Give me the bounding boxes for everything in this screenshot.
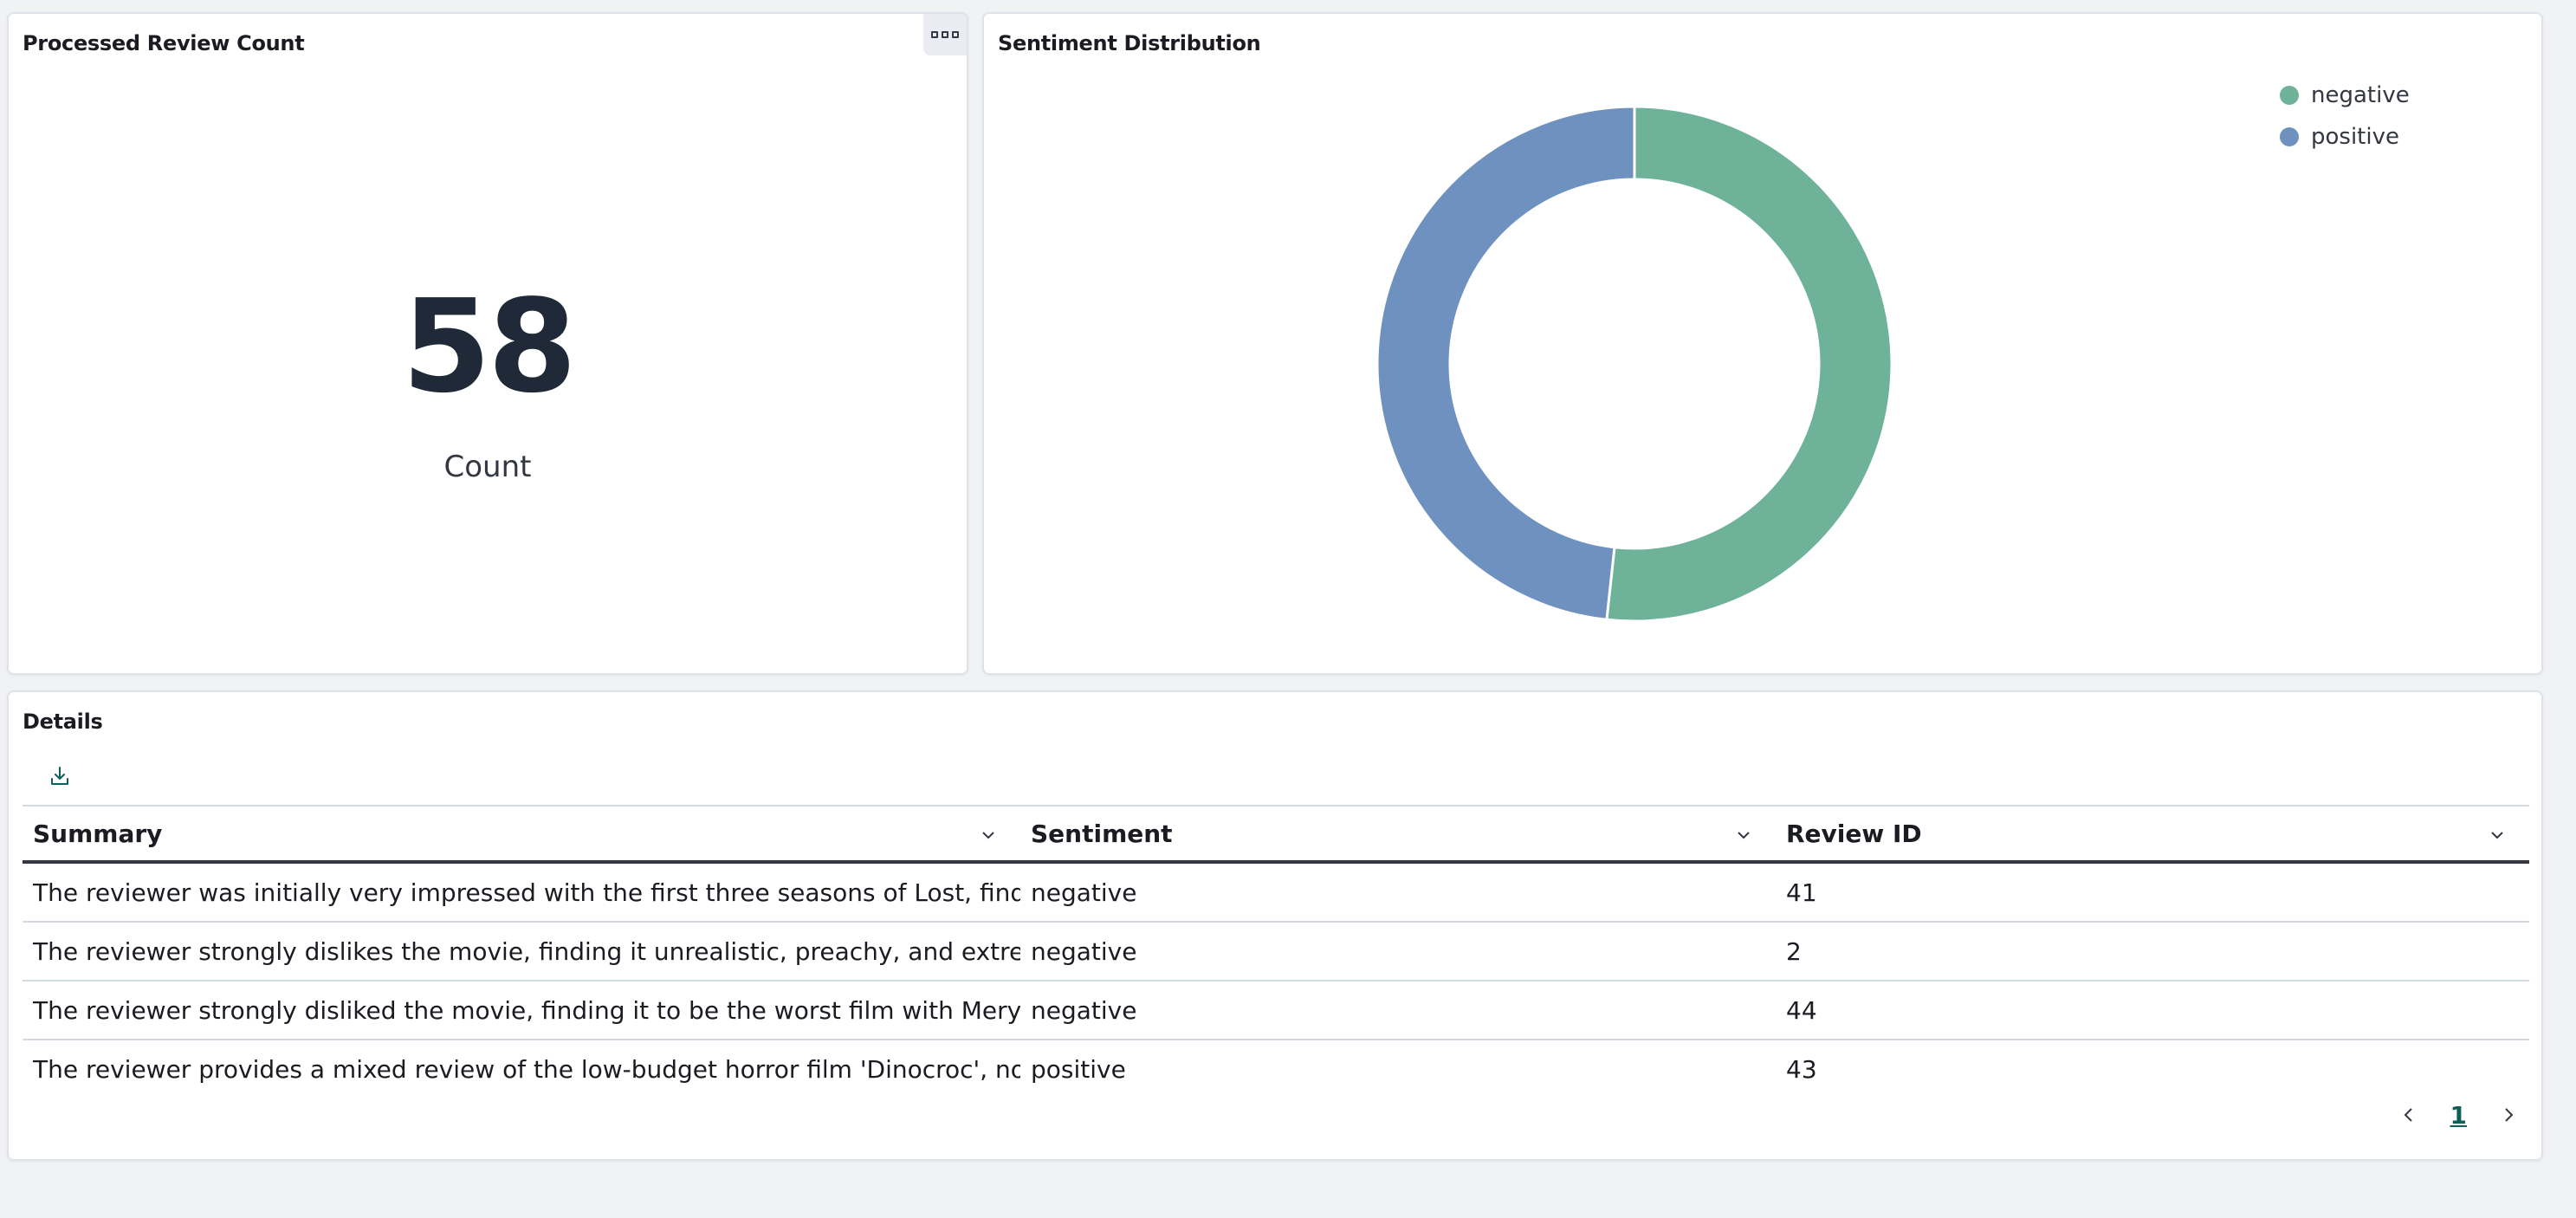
cell-sentiment: negative — [1031, 995, 1137, 1025]
legend-item-negative[interactable]: negative — [2280, 75, 2410, 116]
donut-slice-negative[interactable] — [1605, 105, 1893, 623]
chevron-down-icon[interactable] — [979, 826, 998, 845]
ellipsis-box-icon-dot — [942, 31, 948, 38]
table-row[interactable]: The reviewer strongly dislikes the movie… — [23, 923, 2529, 982]
column-header-label: Sentiment — [1031, 819, 1173, 848]
cell-review-id: 43 — [1786, 1054, 1817, 1084]
ellipsis-box-icon — [931, 31, 938, 38]
chevron-left-icon — [2404, 1108, 2412, 1122]
cell-sentiment: positive — [1031, 1054, 1126, 1084]
legend-label: positive — [2311, 124, 2399, 150]
cell-summary: The reviewer provides a mixed review of … — [33, 1054, 1020, 1084]
cell-review-id: 2 — [1786, 936, 1802, 966]
metric-label: Count — [443, 450, 532, 484]
legend-label: negative — [2311, 82, 2410, 108]
chevron-down-icon[interactable] — [2488, 826, 2507, 845]
details-panel-title: Details — [23, 709, 103, 734]
donut-chart — [1375, 105, 1893, 623]
panel-options-button[interactable] — [923, 14, 967, 55]
table-row[interactable]: The reviewer was initially very impresse… — [23, 864, 2529, 923]
cell-review-id: 41 — [1786, 878, 1817, 907]
metric-value: 58 — [402, 272, 577, 421]
table-header: Summary Sentiment Review ID — [23, 805, 2529, 864]
page-number-current[interactable]: 1 — [2450, 1100, 2467, 1130]
count-panel-title: Processed Review Count — [23, 31, 305, 55]
table-body: The reviewer was initially very impresse… — [23, 864, 2529, 1085]
download-icon — [51, 767, 68, 785]
cell-summary: The reviewer strongly disliked the movie… — [33, 995, 1020, 1025]
download-button[interactable] — [43, 760, 76, 793]
cell-summary: The reviewer strongly dislikes the movie… — [33, 936, 1020, 966]
cell-review-id: 44 — [1786, 995, 1817, 1025]
cell-sentiment: negative — [1031, 878, 1137, 907]
table-row[interactable]: The reviewer provides a mixed review of … — [23, 1040, 2529, 1085]
cell-summary: The reviewer was initially very impresse… — [33, 878, 1020, 907]
column-header-review-id[interactable]: Review ID — [1776, 807, 2529, 860]
cell-sentiment: negative — [1031, 936, 1137, 966]
details-table: Summary Sentiment Review ID The revie — [23, 805, 2529, 1085]
ellipsis-box-icon-dot — [952, 31, 959, 38]
column-header-summary[interactable]: Summary — [23, 807, 1020, 860]
column-header-sentiment[interactable]: Sentiment — [1020, 807, 1776, 860]
chevron-right-icon — [2505, 1108, 2514, 1122]
table-row[interactable]: The reviewer strongly disliked the movie… — [23, 982, 2529, 1040]
chart-panel: Sentiment Distribution negative positive — [982, 12, 2543, 675]
pagination: 1 — [2392, 1098, 2526, 1132]
next-page-button[interactable] — [2491, 1098, 2526, 1132]
legend-item-positive[interactable]: positive — [2280, 116, 2410, 158]
count-panel: Processed Review Count 58 Count — [7, 12, 968, 675]
legend-swatch — [2280, 127, 2299, 146]
details-panel: Details Summary Sentiment Review ID — [7, 690, 2543, 1161]
column-header-label: Summary — [33, 819, 163, 848]
chart-panel-title: Sentiment Distribution — [998, 31, 1261, 55]
donut-slice-positive[interactable] — [1375, 105, 1636, 621]
legend-swatch — [2280, 86, 2299, 105]
column-header-label: Review ID — [1786, 819, 1922, 848]
chevron-down-icon[interactable] — [1734, 826, 1753, 845]
chart-legend: negative positive — [2280, 75, 2410, 158]
previous-page-button[interactable] — [2392, 1098, 2426, 1132]
